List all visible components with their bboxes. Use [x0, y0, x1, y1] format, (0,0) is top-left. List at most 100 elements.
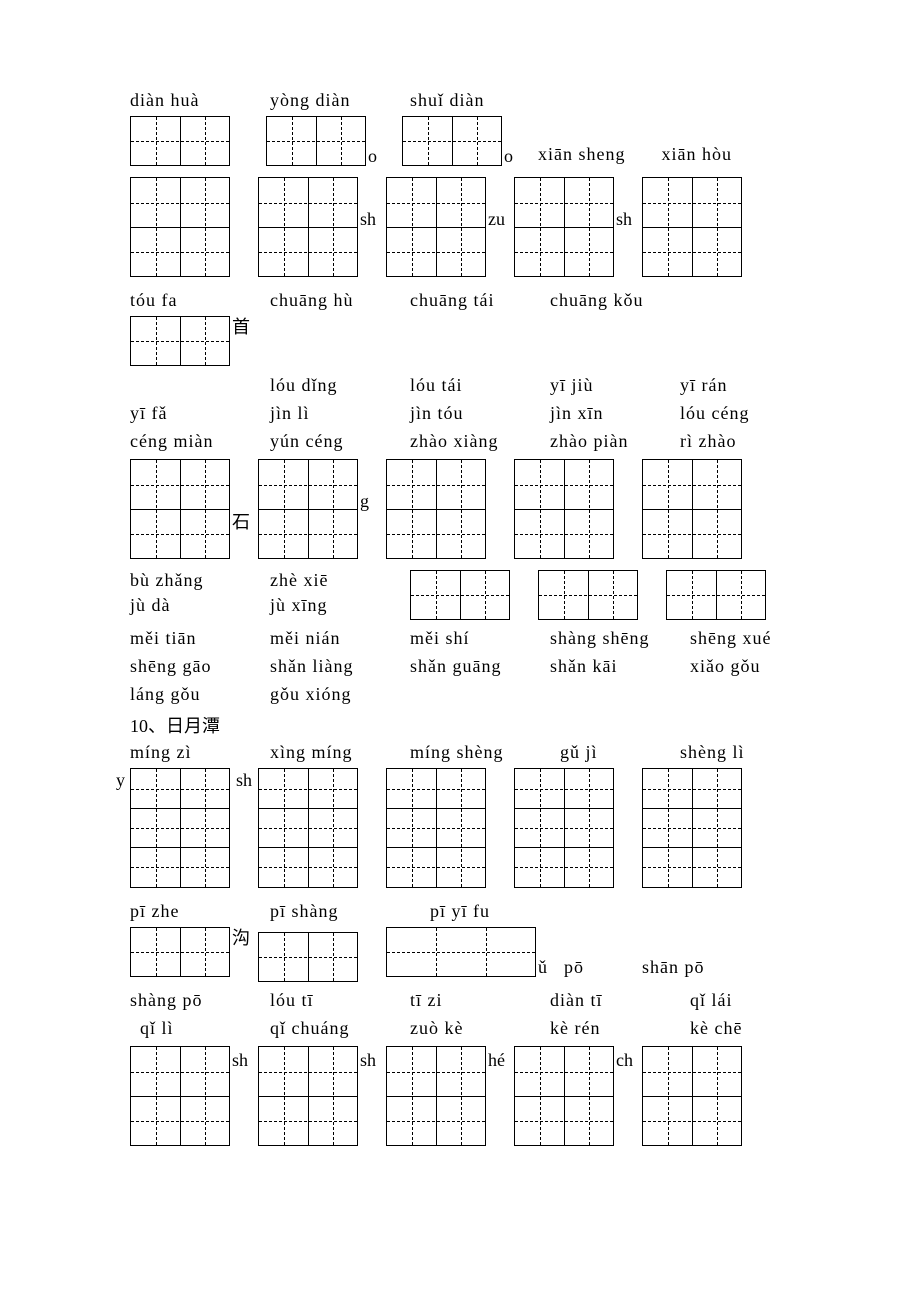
pinyin-row-1: diàn huà yòng diàn shuǐ diàn	[130, 88, 920, 112]
pinyin: měi nián	[270, 628, 410, 649]
pinyin-row-12: láng gǒu gǒu xióng	[130, 682, 920, 706]
stray-char: y	[116, 770, 125, 791]
stray-char: ch	[616, 1050, 633, 1071]
tianzige-box	[130, 1046, 230, 1146]
hanzi-gou: 沟	[232, 929, 250, 947]
stray-char: sh	[360, 209, 376, 230]
pinyin: shàng pō	[130, 990, 270, 1011]
pinyin: shēng gāo	[130, 656, 270, 677]
pinyin: tī zi	[410, 990, 550, 1011]
tianzige-box	[258, 459, 358, 559]
tianzige-box	[130, 768, 230, 888]
pinyin: shǎn guāng	[410, 656, 550, 677]
pinyin: jìn xīn	[550, 403, 680, 424]
tianzige-box	[386, 1046, 486, 1146]
stray-char: o	[504, 146, 513, 167]
hanzi-shi: 石	[232, 513, 250, 531]
pinyin: kè rén	[550, 1018, 690, 1039]
pinyin: chuāng kǒu	[550, 290, 690, 311]
stray-char: sh	[360, 1050, 376, 1071]
tianzige-box	[258, 177, 358, 277]
tianzige-box	[386, 768, 486, 888]
grid-row-d: y sh	[130, 768, 920, 893]
tianzige-box	[666, 570, 766, 620]
pinyin: míng shèng	[410, 742, 560, 763]
pinyin: zhào xiàng	[410, 431, 550, 452]
pinyin: jù xīng	[270, 595, 328, 616]
pinyin: lóu dǐng	[270, 375, 410, 396]
pinyin: pō	[564, 957, 584, 978]
pinyin: zhào piàn	[550, 431, 680, 452]
pinyin: míng zì	[130, 742, 270, 763]
pinyin: měi tiān	[130, 628, 270, 649]
pinyin-row-11: shēng gāo shǎn liàng shǎn guāng shǎn kāi…	[130, 654, 920, 678]
pinyin: shuǐ diàn	[410, 90, 550, 111]
pinyin-row-6: yī fǎ jìn lì jìn tóu jìn xīn lóu céng	[130, 401, 920, 425]
tianzige-box	[258, 932, 358, 982]
pinyin: gǒu xióng	[270, 684, 410, 705]
pinyin: lóu tī	[270, 990, 410, 1011]
pinyin: yī jiù	[550, 375, 680, 396]
tianzige-box	[266, 116, 366, 166]
pinyin: tóu fa	[130, 290, 270, 311]
pinyin: láng gǒu	[130, 684, 270, 705]
tianzige-box	[514, 459, 614, 559]
pinyin: kè chē	[690, 1018, 820, 1039]
tianzige-box	[642, 768, 742, 888]
tianzige-box	[538, 570, 638, 620]
pinyin: jìn lì	[270, 403, 410, 424]
pinyin: shēng xué	[690, 628, 820, 649]
tianzige-box	[386, 927, 536, 977]
tianzige-box	[386, 459, 486, 559]
pinyin: chuāng tái	[410, 290, 550, 311]
pinyin: gǔ jì	[560, 742, 680, 763]
grid-row-e: 沟 ǔ pō shān pō	[130, 927, 920, 982]
pinyin: měi shí	[410, 628, 550, 649]
pinyin-row-19: qǐ lì qǐ chuáng zuò kè kè rén kè chē	[130, 1016, 920, 1040]
pinyin-row-3: tóu fa chuāng hù chuāng tái chuāng kǒu	[130, 288, 920, 312]
pinyin: lóu tái	[410, 375, 550, 396]
pinyin: yī rán	[680, 375, 810, 396]
pinyin: shǎn liàng	[270, 656, 410, 677]
pinyin: diàn huà	[130, 90, 270, 111]
tianzige-box	[258, 768, 358, 888]
pinyin: xiān sheng	[538, 144, 625, 165]
pinyin: qǐ chuáng	[270, 1018, 410, 1039]
tianzige-box	[642, 1046, 742, 1146]
pinyin: lóu céng	[680, 403, 810, 424]
pinyin-row-5: lóu dǐng lóu tái yī jiù yī rán	[130, 373, 920, 397]
stray-char: sh	[236, 770, 252, 791]
pinyin: shān pō	[642, 957, 705, 978]
stray-char: g	[360, 491, 369, 512]
hanzi-shou: 首	[232, 318, 250, 336]
pinyin: xiān hòu	[661, 144, 732, 165]
tianzige-box	[130, 116, 230, 166]
pinyin: jù dà	[130, 595, 171, 616]
pinyin: zhè xiē	[270, 570, 328, 591]
tianzige-box	[130, 927, 230, 977]
tianzige-box	[258, 1046, 358, 1146]
pinyin: zuò kè	[410, 1018, 550, 1039]
tianzige-box	[410, 570, 510, 620]
pinyin: xìng míng	[270, 742, 410, 763]
pinyin-row-10: měi tiān měi nián měi shí shàng shēng sh…	[130, 626, 920, 650]
pinyin: pī shàng	[270, 901, 430, 922]
section-title: 10、日月潭	[130, 712, 920, 738]
pinyin: chuāng hù	[270, 290, 410, 311]
tianzige-box	[402, 116, 502, 166]
grid-row-a: o o xiān sheng xiān hòu	[130, 116, 920, 171]
pinyin-row-14: míng zì xìng míng míng shèng gǔ jì shèng…	[130, 740, 920, 764]
pinyin: diàn tī	[550, 990, 690, 1011]
pinyin: shàng shēng	[550, 628, 690, 649]
tianzige-box	[514, 1046, 614, 1146]
pinyin: qǐ lì	[130, 1018, 270, 1039]
tianzige-box	[642, 459, 742, 559]
pinyin: pī yī fu	[430, 901, 590, 922]
stray-char: sh	[232, 1050, 248, 1071]
pinyin: jìn tóu	[410, 403, 550, 424]
pinyin: xiǎo gǒu	[690, 656, 820, 677]
stray-char: zu	[488, 209, 505, 230]
stray-char: o	[368, 146, 377, 167]
pinyin: rì zhào	[680, 431, 810, 452]
tianzige-box	[130, 459, 230, 559]
